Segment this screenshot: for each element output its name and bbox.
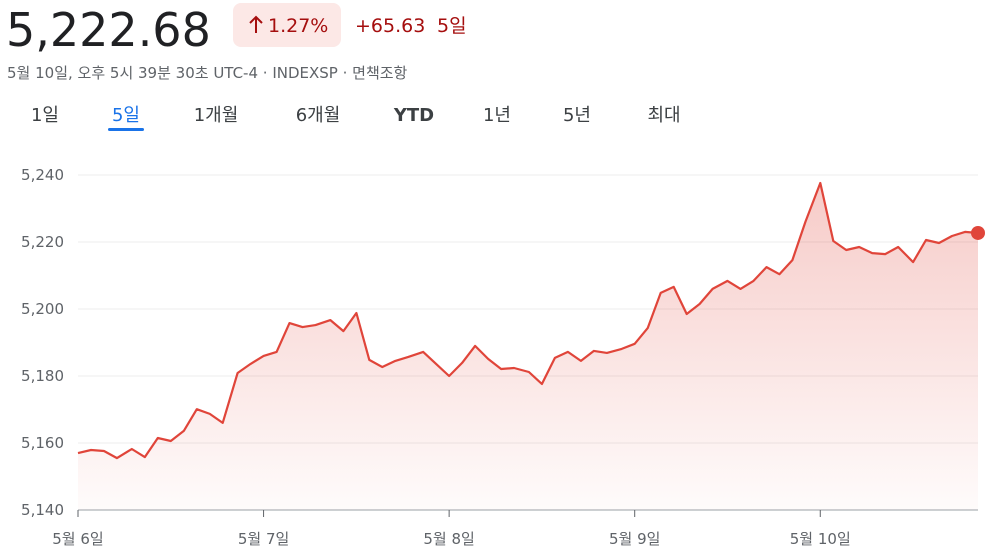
price-area <box>78 183 978 510</box>
x-tick-label: 5월 9일 <box>609 530 660 548</box>
subtitle: 5월 10일, 오후 5시 39분 30초 UTC-4 · INDEXSP · … <box>7 64 408 82</box>
range-tab[interactable]: 1일 <box>31 105 59 126</box>
x-tick-label: 5월 7일 <box>238 530 289 548</box>
up-arrow-icon <box>249 15 263 33</box>
change: +65.63 <box>355 15 425 37</box>
y-tick-label: 5,220 <box>21 233 64 251</box>
chart: 5,140 5,160 5,180 5,200 5,220 5,240 5월 6일 5월 7일… <box>21 166 985 548</box>
y-tick-label: 5,180 <box>21 367 64 385</box>
x-tick-label: 5월 6일 <box>52 530 103 548</box>
range-tab[interactable]: 5년 <box>563 105 591 126</box>
range-tab[interactable]: 최대 <box>647 105 680 126</box>
y-tick-label: 5,240 <box>21 166 64 184</box>
tab-underline <box>108 128 144 131</box>
range-tab[interactable]: 1개월 <box>194 105 239 126</box>
y-tick-label: 5,140 <box>21 501 64 519</box>
change-percent: 1.27% <box>268 15 328 37</box>
range-tab[interactable]: YTD <box>393 105 434 126</box>
range-tab[interactable]: 1년 <box>483 105 511 126</box>
price-line <box>77 181 979 460</box>
period: 5일 <box>437 15 467 37</box>
last-point <box>971 225 985 240</box>
change-badge <box>233 3 341 47</box>
x-tick-label: 5월 10일 <box>790 530 851 548</box>
x-tick-label: 5월 8일 <box>423 530 474 548</box>
y-tick-label: 5,160 <box>21 434 64 452</box>
range-tab[interactable]: 6개월 <box>296 105 341 126</box>
price: 5,222.68 <box>6 3 211 57</box>
y-tick-label: 5,200 <box>21 300 64 318</box>
range-tab[interactable]: 5일 <box>112 105 140 126</box>
range-tabs: 1일 5일 1개월 6개월 YTD 1년 5년 최대 <box>31 105 681 131</box>
